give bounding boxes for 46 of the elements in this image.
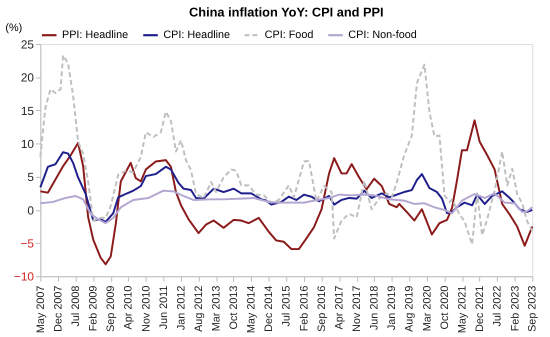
- legend-label: CPI: Headline: [163, 29, 230, 42]
- line-series: [39, 151, 534, 223]
- x-tick-label: May 2007: [34, 286, 47, 334]
- x-tick-label: Dec 2007: [52, 286, 64, 332]
- x-tick-label: Oct 2013: [228, 286, 240, 330]
- y-axis-title: (%): [5, 22, 22, 34]
- y-tick-label: 15: [20, 104, 34, 118]
- y-tick-label: −10: [14, 270, 34, 284]
- x-tick-label: Sep 2009: [105, 286, 118, 332]
- x-tick-label: Sep 2023: [526, 286, 539, 332]
- y-tick-label: 25: [20, 37, 34, 52]
- y-tick-label: 20: [20, 70, 34, 85]
- x-tick-label: Feb 2016: [298, 286, 310, 332]
- y-tick-label: 10: [20, 137, 34, 152]
- x-tick-label: Jul 2015: [280, 286, 293, 326]
- x-tick-label: Aug 2012: [192, 286, 205, 332]
- line-series: [39, 190, 534, 224]
- line-series: [39, 119, 534, 266]
- x-tick-label: Jul 2008: [70, 286, 82, 326]
- y-tick-label: 0: [27, 203, 34, 218]
- x-tick-label: Mar 2020: [421, 286, 434, 332]
- x-tick-label: May 2021: [456, 286, 468, 334]
- x-tick-label: Sep 2016: [316, 286, 328, 332]
- x-tick-label: Jan 2019: [386, 286, 398, 330]
- x-tick-label: Nov 2010: [140, 286, 152, 332]
- x-tick-label: Feb 2009: [88, 286, 100, 332]
- x-tick-label: Nov 2017: [351, 286, 364, 332]
- x-tick-label: Feb 2023: [509, 286, 522, 332]
- x-tick-label: Aug 2019: [404, 286, 416, 332]
- y-tick-label: 5: [27, 170, 34, 184]
- legend-label: CPI: Food: [264, 29, 314, 42]
- x-tick-label: Mar 2013: [210, 286, 222, 332]
- x-tick-label: Jun 2011: [158, 286, 170, 330]
- x-tick-label: Jan 2012: [175, 286, 188, 330]
- x-tick-label: Oct 2020: [438, 286, 451, 330]
- chart-title: China inflation YoY: CPI and PPI: [189, 4, 384, 20]
- x-tick-label: May 2014: [246, 286, 258, 334]
- x-tick-label: Dec 2014: [263, 286, 276, 332]
- x-tick-label: Dec 2021: [474, 286, 486, 332]
- x-tick-label: Jul 2022: [492, 286, 504, 326]
- x-tick-label: Apr 2017: [333, 286, 346, 330]
- y-tick-label: −5: [20, 236, 34, 251]
- legend-label: PPI: Headline: [62, 29, 128, 42]
- x-tick-label: Jun 2018: [368, 286, 381, 330]
- legend-label: CPI: Non-food: [348, 29, 417, 42]
- x-tick-label: Apr 2010: [122, 286, 135, 330]
